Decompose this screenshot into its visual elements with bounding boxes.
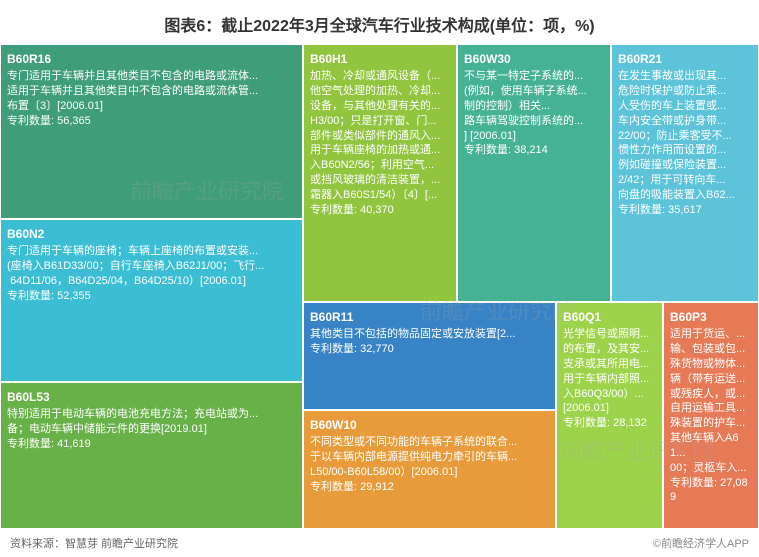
cell-desc: 在发生事故或出现其... 危险时保护或防止乘... 人受伤的车上装置或... 车…: [618, 69, 752, 217]
cell-desc: 光学信号或照明... 的布置，及其安... 支承或其所用电... 用于车辆内部照…: [563, 327, 656, 431]
cell-code: B60Q1: [563, 309, 656, 325]
footer: 资料来源：智慧芽 前瞻产业研究院 ©前瞻经济学人APP: [0, 529, 759, 557]
cell-code: B60L53: [7, 389, 296, 405]
cell-desc: 其他类目不包括的物品固定或安放装置[2... 专利数量: 32,770: [310, 327, 549, 357]
source-label: 资料来源：智慧芽 前瞻产业研究院: [10, 535, 178, 551]
treemap-cell-b60r16[interactable]: B60R16 专门适用于车辆并且其他类目不包含的电路或流体... 适用于车辆并且其…: [0, 44, 303, 219]
cell-desc: 加热、冷却或通风设备（... 他空气处理的加热、冷却... 设备，与其他处理有关…: [310, 69, 450, 217]
cell-desc: 专门适用于车辆的座椅；车辆上座椅的布置或安装... (座椅入B61D33/00；…: [7, 244, 296, 303]
treemap-cell-b60q1[interactable]: B60Q1 光学信号或照明... 的布置，及其安... 支承或其所用电... 用于…: [556, 302, 663, 529]
treemap-cell-b60w10[interactable]: B60W10 不同类型或不同功能的车辆子系统的联合... 于以车辆内部电源提供纯电…: [303, 410, 556, 529]
cell-code: B60R11: [310, 309, 549, 325]
chart-title: 图表6：截止2022年3月全球汽车行业技术构成(单位：项，%): [0, 0, 759, 44]
cell-code: B60W30: [464, 51, 604, 67]
treemap-cell-b60n2[interactable]: B60N2 专门适用于车辆的座椅；车辆上座椅的布置或安装... (座椅入B61D3…: [0, 219, 303, 382]
cell-code: B60H1: [310, 51, 450, 67]
treemap-cell-b60h1[interactable]: B60H1 加热、冷却或通风设备（... 他空气处理的加热、冷却... 设备，与其…: [303, 44, 457, 302]
treemap-cell-b60r11[interactable]: B60R11 其他类目不包括的物品固定或安放装置[2... 专利数量: 32,77…: [303, 302, 556, 410]
cell-code: B60R21: [618, 51, 752, 67]
treemap-cell-b60r21[interactable]: B60R21 在发生事故或出现其... 危险时保护或防止乘... 人受伤的车上装置…: [611, 44, 759, 302]
cell-code: B60N2: [7, 226, 296, 242]
cell-code: B60R16: [7, 51, 296, 67]
cell-desc: 特别适用于电动车辆的电池充电方法；充电站或为... 备；电动车辆中储能元件的更换…: [7, 407, 296, 452]
cell-desc: 适用于货运、... 输、包装或包... 殊货物或物体... 辆（带有运送... …: [670, 327, 752, 505]
cell-code: B60P3: [670, 309, 752, 325]
treemap-container: B60R16 专门适用于车辆并且其他类目不包含的电路或流体... 适用于车辆并且其…: [0, 44, 759, 529]
treemap-cell-b60p3[interactable]: B60P3 适用于货运、... 输、包装或包... 殊货物或物体... 辆（带有运…: [663, 302, 759, 529]
copyright-label: ©前瞻经济学人APP: [653, 535, 749, 551]
cell-code: B60W10: [310, 417, 549, 433]
cell-desc: 不同类型或不同功能的车辆子系统的联合... 于以车辆内部电源提供纯电力牵引的车辆…: [310, 435, 549, 494]
cell-desc: 专门适用于车辆并且其他类目不包含的电路或流体... 适用于车辆并且其他类目中不包…: [7, 69, 296, 128]
treemap-cell-b60l53[interactable]: B60L53 特别适用于电动车辆的电池充电方法；充电站或为... 备；电动车辆中储…: [0, 382, 303, 529]
cell-desc: 不与某一特定子系统的... (例如，使用车辆子系统... 制的控制）相关... …: [464, 69, 604, 158]
treemap-cell-b60w30[interactable]: B60W30 不与某一特定子系统的... (例如，使用车辆子系统... 制的控制）…: [457, 44, 611, 302]
